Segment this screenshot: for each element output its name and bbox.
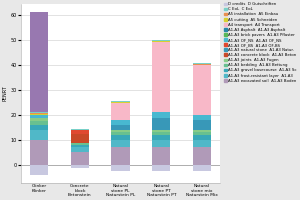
Bar [71,134,89,143]
Bar [152,132,170,135]
Bar [193,165,211,171]
Bar [193,147,211,165]
Bar [71,143,89,145]
Bar [152,118,170,130]
Bar [30,130,48,140]
Bar [193,140,211,147]
Bar [111,120,130,125]
Bar [111,147,130,165]
Bar [193,63,211,64]
Bar [152,165,170,171]
Bar [111,125,130,130]
Bar [152,41,170,42]
Bar [30,12,48,112]
Bar [71,152,89,165]
Bar [111,132,130,135]
Bar [193,120,211,130]
Legend: D credits  D Gutschriften, C EoL  C EoL, A5 installation  A5 Einbau, A5 cutting : D credits D Gutschriften, C EoL C EoL, A… [224,2,297,83]
Y-axis label: PENRT: PENRT [3,85,8,101]
Bar [193,65,211,115]
Bar [111,103,130,120]
Bar [30,165,48,175]
Bar [30,112,48,113]
Bar [193,135,211,140]
Bar [152,40,170,41]
Bar [71,130,89,134]
Bar [30,118,48,121]
Bar [111,135,130,140]
Bar [71,145,89,147]
Bar [30,113,48,114]
Bar [193,130,211,132]
Bar [193,115,211,120]
Bar [71,165,89,168]
Bar [30,125,48,130]
Bar [71,129,89,130]
Bar [152,135,170,140]
Bar [193,132,211,135]
Bar [30,114,48,115]
Bar [152,130,170,132]
Bar [152,140,170,147]
Bar [152,42,170,112]
Bar [111,165,130,171]
Bar [30,140,48,165]
Bar [111,140,130,147]
Bar [71,147,89,152]
Bar [152,147,170,165]
Bar [30,115,48,118]
Bar [111,102,130,103]
Bar [193,64,211,65]
Bar [152,112,170,118]
Bar [111,130,130,132]
Bar [111,101,130,102]
Bar [30,121,48,125]
